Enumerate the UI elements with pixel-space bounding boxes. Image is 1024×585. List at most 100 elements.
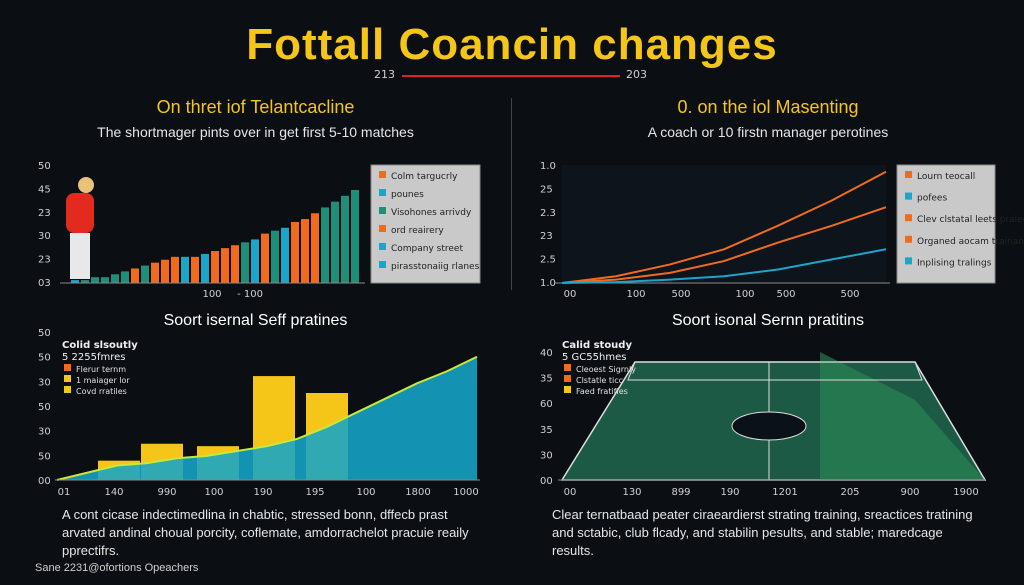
br-legend-swatch (564, 364, 571, 371)
tr-xtick: 00 (564, 289, 577, 300)
tr-ytick: 1.0 (540, 161, 556, 172)
bl-xtick: 100 (204, 487, 223, 498)
tl-bar (101, 277, 109, 283)
tr-plot-bg (562, 165, 886, 283)
coach-figure-icon (70, 233, 90, 279)
tl-legend-swatch (379, 171, 386, 178)
tl-bar (161, 259, 169, 283)
bl-legend-entry: Flerur ternm (76, 365, 126, 374)
tr-series-line (561, 170, 887, 284)
br-xtick: 1900 (953, 487, 978, 498)
tr-xtick: 500 (671, 289, 690, 300)
br-xtick: 205 (840, 487, 859, 498)
tr-ytick: 1.0 (540, 278, 556, 289)
tr-legend-entry: Lourn teocall (917, 172, 975, 182)
bottom-left-footer: A cont cicase indectimedlina in chabtic,… (62, 507, 469, 558)
page-title: Fottall Coancin changes (246, 20, 778, 69)
br-legend-swatch (564, 386, 571, 393)
bl-xtick: 990 (157, 487, 176, 498)
bl-xtick: 140 (104, 487, 123, 498)
tl-bar (231, 245, 239, 283)
tl-bar (71, 280, 79, 283)
bl-xtick: 01 (58, 487, 71, 498)
bottom-right-footer: Clear ternatbaad peater ciraeardierst st… (552, 507, 973, 558)
bl-area-line (56, 355, 478, 481)
br-ytick: 30 (540, 450, 553, 461)
tr-legend-entry: Organed aocam trainan and (917, 237, 1024, 247)
tr-ytick: 2.5 (540, 255, 556, 266)
br-ytick: 60 (540, 399, 553, 410)
bl-ytick: 50 (38, 328, 51, 339)
tl-bar (151, 262, 159, 283)
tr-legend-entry: pofees (917, 194, 947, 204)
pitch-penalty-box (627, 361, 923, 381)
tl-bar (211, 251, 219, 283)
bottom-left-heading: Soort isernal Seff pratines (163, 312, 348, 329)
br-xtick: 1201 (772, 487, 797, 498)
tl-legend-entry: pounes (391, 190, 424, 200)
br-xtick: 900 (900, 487, 919, 498)
tl-bar (281, 227, 289, 283)
pitch-highlight (820, 352, 985, 480)
br-legend-swatch (564, 375, 571, 382)
tl-bar (251, 239, 259, 283)
bl-ytick: 30 (38, 377, 51, 388)
bl-legend-title: Colid slsoutly (62, 340, 138, 351)
tr-ytick: 25 (540, 184, 553, 195)
bl-xtick: 1000 (453, 487, 478, 498)
tl-bar (91, 277, 99, 283)
br-legend-entry: Faed fratifies (576, 387, 628, 396)
tl-bar (301, 219, 309, 283)
br-legend-entry: Cleoest Sigrnly (576, 365, 636, 374)
tl-bar (261, 233, 269, 283)
tl-bar (81, 280, 89, 283)
tr-legend-box (896, 164, 996, 284)
tl-legend-entry: ord reairery (391, 226, 444, 236)
signature: Sane 2231@ofortions Opeachers (35, 562, 199, 574)
br-legend-title: Calid stoudy (562, 340, 632, 351)
bl-legend-subtitle: 5 2255fmres (62, 352, 126, 363)
bl-area (57, 356, 477, 480)
title-underline (402, 75, 620, 77)
tr-legend-swatch (905, 235, 912, 243)
tr-series-line (561, 248, 887, 284)
coach-figure-icon (66, 193, 94, 233)
br-legend-entry: Clstatle ticc (576, 376, 623, 385)
tr-legend-swatch (905, 214, 912, 222)
bl-legend-entry: Covd rratiles (76, 387, 127, 396)
bl-legend-entry: 1 maiager lor (76, 376, 130, 385)
tr-legend-swatch (905, 257, 912, 265)
tl-legend-swatch (379, 207, 386, 214)
br-xtick: 00 (564, 487, 577, 498)
top-right-heading: 0. on the iol Masenting (677, 97, 859, 117)
bl-xtick: 195 (305, 487, 324, 498)
bottom-right-heading: Soort isonal Sernn pratitins (671, 312, 865, 329)
panel-divider (511, 98, 512, 290)
year-right: 203 (626, 68, 647, 81)
tr-legend-entry: Inplising tralings (917, 258, 992, 268)
br-ytick: 00 (540, 476, 553, 487)
tl-ytick: 03 (38, 278, 51, 289)
tl-ytick: 30 (38, 231, 51, 242)
tl-xtick: - 100 (237, 289, 263, 300)
bl-ytick: 00 (38, 476, 51, 487)
tr-legend-swatch (905, 192, 912, 200)
tl-bar (311, 213, 319, 283)
tl-bar (141, 265, 149, 283)
tl-bar (341, 195, 349, 283)
tl-bar (291, 221, 299, 283)
tl-legend-entry: Company street (391, 244, 463, 254)
tl-legend-entry: Colm targucrly (391, 172, 458, 182)
top-right-subheading: A coach or 10 firstn manager perotines (647, 124, 889, 140)
br-ytick: 35 (540, 425, 553, 436)
tl-bar (271, 230, 279, 283)
tl-bar (191, 256, 199, 283)
br-xtick: 190 (720, 487, 739, 498)
tr-legend-entry: Clev clstatal leets praleorlicaly (917, 215, 1024, 225)
bl-ytick: 50 (38, 402, 51, 413)
tr-xtick: 500 (776, 289, 795, 300)
bl-legend-swatch (64, 364, 71, 371)
tr-series-line (561, 206, 887, 284)
tl-bar (331, 201, 339, 283)
